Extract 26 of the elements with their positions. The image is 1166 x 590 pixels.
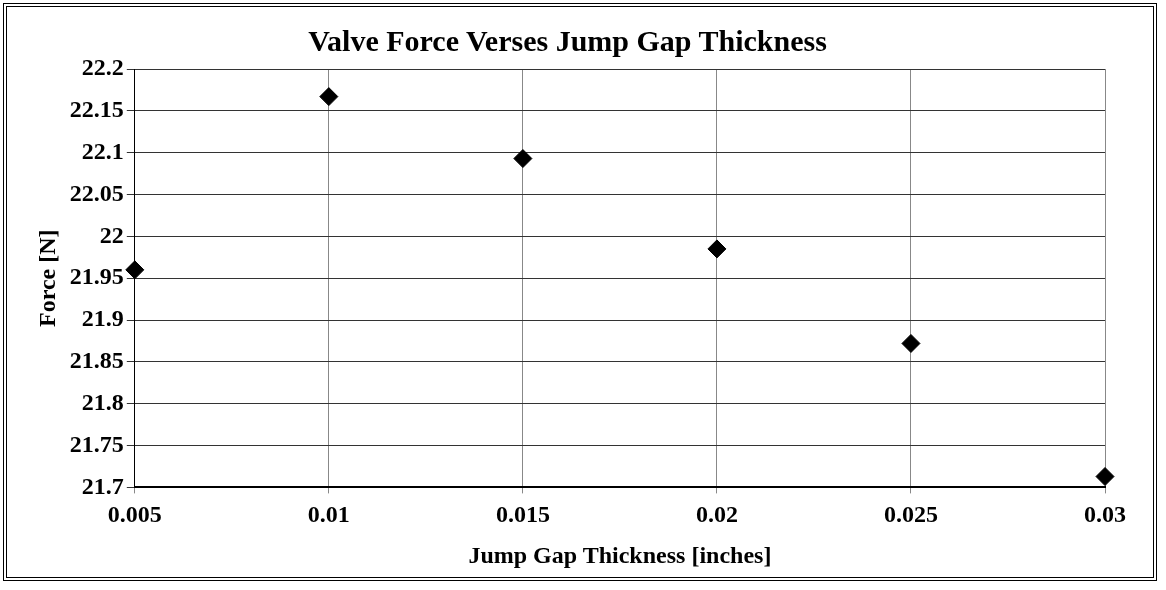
x-tick-label: 0.025 — [883, 501, 938, 527]
y-axis-title: Force [N] — [33, 229, 60, 327]
y-tick-label: 21.75 — [69, 430, 124, 457]
point — [901, 333, 921, 353]
y-tick-label: 21.8 — [81, 388, 124, 415]
y-tick-label: 22.15 — [69, 96, 124, 123]
x-axis-title: Jump Gap Thickness [inches] — [468, 541, 772, 568]
point — [513, 149, 533, 169]
point — [1095, 467, 1115, 487]
y-tick-label: 22.1 — [81, 137, 124, 164]
y-tick-label: 21.85 — [69, 347, 124, 374]
y-tick-label: 22 — [99, 221, 124, 248]
chart-title: Valve Force Verses Jump Gap Thickness — [308, 23, 827, 57]
x-tick-label: 0.02 — [695, 501, 738, 527]
y-tick-label: 22.2 — [81, 54, 124, 81]
x-tick-label: 0.01 — [307, 501, 350, 527]
point — [319, 87, 339, 107]
x-tick-label: 0.015 — [495, 501, 550, 527]
y-tick-label: 21.9 — [81, 305, 124, 332]
x-tick-label: 0.005 — [107, 501, 162, 527]
x-tick-label: 0.03 — [1084, 501, 1126, 527]
y-tick-label: 21.7 — [81, 472, 124, 499]
y-tick-label: 21.95 — [69, 263, 124, 290]
point — [707, 239, 727, 259]
point — [125, 260, 145, 280]
y-tick-label: 22.05 — [69, 179, 124, 206]
